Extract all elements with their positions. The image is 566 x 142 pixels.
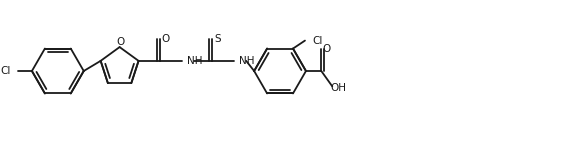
Text: OH: OH: [330, 83, 346, 93]
Text: O: O: [117, 37, 125, 47]
Text: O: O: [322, 44, 331, 54]
Text: S: S: [214, 34, 221, 44]
Text: Cl: Cl: [312, 36, 322, 46]
Text: Cl: Cl: [1, 66, 11, 76]
Text: O: O: [161, 34, 170, 44]
Text: NH: NH: [187, 56, 203, 66]
Text: NH: NH: [239, 56, 255, 66]
